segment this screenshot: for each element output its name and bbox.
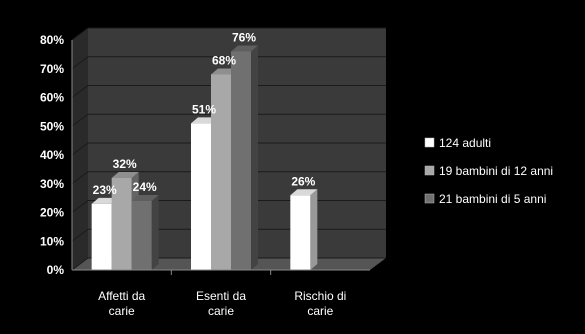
gridline xyxy=(71,171,386,185)
data-label: 51% xyxy=(192,102,216,116)
y-tick-label: 50% xyxy=(40,119,64,133)
y-tick-label: 20% xyxy=(40,206,64,220)
legend-item: 124 adulti xyxy=(424,136,491,150)
bar xyxy=(191,123,211,270)
legend-label: 124 adulti xyxy=(439,136,491,150)
gridline xyxy=(71,200,386,213)
gridlines xyxy=(71,27,386,271)
data-label: 32% xyxy=(113,157,137,171)
legend-swatch xyxy=(424,165,435,176)
x-tick-label: Affetti da carie xyxy=(98,289,145,318)
bar-top xyxy=(231,45,258,52)
bar xyxy=(111,178,132,270)
legend-item: 21 bambini di 5 anni xyxy=(424,192,546,206)
x-tick-label: Esenti da carie xyxy=(196,289,246,318)
y-tick-label: 10% xyxy=(40,234,64,248)
legend: 124 adulti 19 bambini di 12 anni 21 bambin… xyxy=(424,136,553,206)
gridline xyxy=(71,27,386,41)
gridline xyxy=(71,113,386,127)
y-tick-label: 60% xyxy=(40,91,64,105)
bar-side xyxy=(151,195,159,270)
data-label: 68% xyxy=(212,54,236,68)
x-axis: Affetti da carie Esenti da carie Rischio di c… xyxy=(72,269,370,318)
bar xyxy=(91,203,112,270)
bar xyxy=(231,51,251,270)
gridline xyxy=(71,142,386,156)
bar xyxy=(131,201,152,270)
gridline xyxy=(71,85,386,98)
data-label: 23% xyxy=(93,183,117,197)
legend-item: 19 bambini di 12 anni xyxy=(424,164,553,178)
bar-top xyxy=(290,189,318,196)
bar-side xyxy=(251,45,258,270)
bar-top xyxy=(131,195,159,201)
legend-label: 19 bambini di 12 anni xyxy=(439,164,553,178)
y-tick-label: 30% xyxy=(40,177,64,191)
bar xyxy=(211,74,231,270)
legend-swatch xyxy=(424,193,435,204)
legend-swatch xyxy=(424,137,435,148)
data-label: 76% xyxy=(232,31,256,45)
y-tick-label: 40% xyxy=(40,148,64,162)
legend-label: 21 bambini di 5 anni xyxy=(439,192,546,206)
y-tick-label: 0% xyxy=(47,263,65,277)
y-tick-label: 80% xyxy=(40,33,64,47)
gridline xyxy=(71,257,386,271)
data-label: 26% xyxy=(291,174,315,188)
data-label: 24% xyxy=(133,180,157,194)
y-tick-label: 70% xyxy=(40,62,64,76)
data-labels: 23% 32% 24% 51% 68% 76% 26% xyxy=(93,31,316,197)
x-tick-label: Rischio di carie xyxy=(294,289,346,318)
y-axis: 0% 10% 20% 30% 40% 50% 60% 70% 80% xyxy=(40,33,73,277)
bars xyxy=(91,45,318,270)
bar xyxy=(290,195,311,270)
bar-side xyxy=(310,189,318,270)
bar-top xyxy=(111,172,139,178)
gridline xyxy=(71,56,386,70)
gridline xyxy=(71,228,386,242)
